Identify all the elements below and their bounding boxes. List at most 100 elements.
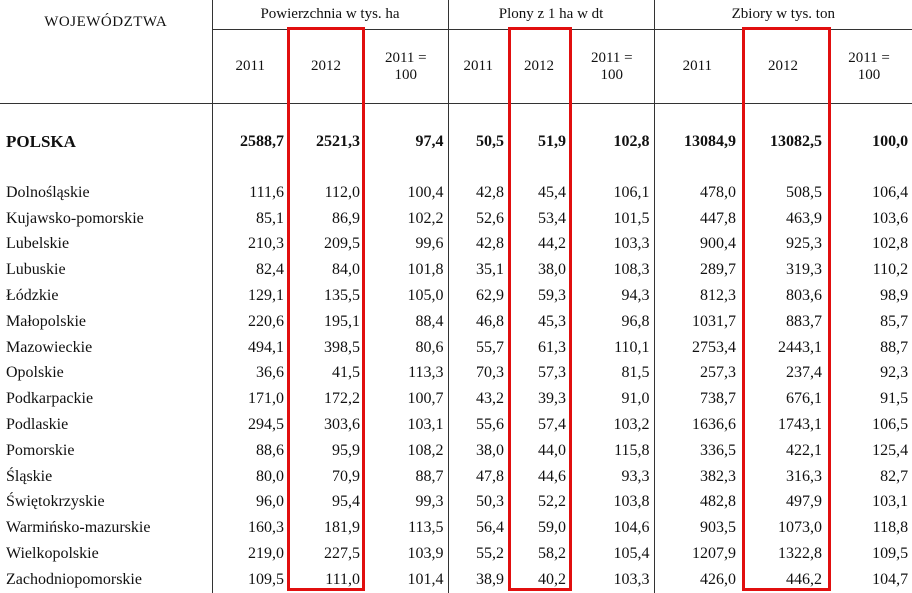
table-row: Mazowieckie 494,1 398,5 80,6 55,7 61,3 110,1 27… <box>0 334 912 361</box>
cell-harvest-2012: 1322,8 <box>778 545 823 563</box>
cell-yield-2012: 44,2 <box>538 235 567 253</box>
cell-harvest-2012: 1073,0 <box>778 519 823 537</box>
cell-area-2012: 70,9 <box>332 467 360 485</box>
cell-area-2011: 294,5 <box>211 412 288 438</box>
cell-yield-index: 94,3 <box>621 287 650 305</box>
cell-area-index: 101,8 <box>407 261 444 279</box>
cell-yield-2011: 42,8 <box>447 180 509 206</box>
cell-harvest-index: 85,7 <box>880 312 909 330</box>
cell-yield-2011: 38,9 <box>447 566 509 593</box>
table-row: Zachodniopomorskie 109,5 111,0 101,4 38,9 40,… <box>0 566 912 593</box>
cell-harvest-2011: 900,4 <box>653 231 741 258</box>
cell-area-2011: 88,6 <box>211 437 288 464</box>
cell-area-2012: 95,9 <box>332 441 360 459</box>
cell-harvest-index: 106,5 <box>872 416 909 434</box>
cell-harvest-2012: 316,3 <box>786 467 823 485</box>
cell-area-2012: 172,2 <box>324 390 360 408</box>
cell-area-2012: 181,9 <box>324 519 360 537</box>
cell-yield-index: 115,8 <box>614 441 650 459</box>
cell-area-2011: 220,6 <box>211 308 288 335</box>
cell-yield-index: 93,3 <box>621 467 650 485</box>
cell-harvest-2012: 1743,1 <box>778 416 823 434</box>
cell-yield-index: 106,1 <box>613 183 650 201</box>
cell-harvest-2011: 1031,7 <box>653 308 741 335</box>
cell-yield-2012: 57,3 <box>538 364 567 382</box>
cell-yield-index: 103,3 <box>613 235 650 253</box>
cell-harvest-2012: 446,2 <box>786 570 823 588</box>
cell-area-index: 108,2 <box>407 441 444 459</box>
cell-yield-2012: 53,4 <box>538 209 567 227</box>
cell-area-index: 113,3 <box>408 364 444 382</box>
cell-harvest-2011: 336,5 <box>653 437 741 464</box>
cell-area-2011: 160,3 <box>211 515 288 542</box>
cell-harvest-2012: 237,4 <box>786 364 823 382</box>
cell-harvest-2011: 738,7 <box>653 386 741 413</box>
table-row: Łódzkie 129,1 135,5 105,0 62,9 59,3 94,3 812,3 8… <box>0 283 912 309</box>
cell-yield-2012: 39,3 <box>538 390 567 408</box>
cell-yield-2012: 45,4 <box>538 183 567 201</box>
cell-area-2011: 111,6 <box>211 180 288 206</box>
cell-yield-2011: 43,2 <box>447 386 509 413</box>
region-name: POLSKA <box>6 132 76 151</box>
table-row: Wielkopolskie 219,0 227,5 103,9 55,2 58,2 105,… <box>0 541 912 567</box>
table-row: Opolskie 36,6 41,5 113,3 70,3 57,3 81,5 257,3 23… <box>0 360 912 387</box>
cell-yield-2011: 52,6 <box>447 205 509 232</box>
table-row: Warmińsko-mazurskie 160,3 181,9 113,5 56,4 59… <box>0 515 912 542</box>
group-header-area: Powierzchnia w tys. ha <box>211 0 449 30</box>
cell-harvest-index: 103,6 <box>872 209 909 227</box>
cell-yield-2011: 35,1 <box>447 257 509 284</box>
cell-yield-2011: 47,8 <box>447 463 509 490</box>
cell-area-2012: 398,5 <box>324 338 360 356</box>
cell-harvest-2012: 13082,5 <box>770 133 823 150</box>
table-row: Podkarpackie 171,0 172,2 100,7 43,2 39,3 91,0 7… <box>0 386 912 413</box>
index-line-2: 100 <box>600 66 624 83</box>
cell-harvest-2011: 289,7 <box>653 257 741 284</box>
cell-harvest-index: 104,7 <box>872 570 909 588</box>
cell-harvest-2011: 2753,4 <box>653 334 741 361</box>
cell-yield-index: 96,8 <box>621 312 650 330</box>
table-body: POLSKA 2588,7 2521,3 97,4 50,5 51,9 102,… <box>0 103 912 593</box>
cell-harvest-2011: 812,3 <box>653 283 741 309</box>
table-row: Małopolskie 220,6 195,1 88,4 46,8 45,3 96,8 103… <box>0 308 912 335</box>
cell-area-2011: 109,5 <box>211 566 288 593</box>
index-line-1: 2011 = <box>848 49 890 66</box>
cell-yield-2012: 45,3 <box>538 312 567 330</box>
table-header: WOJEWÓDZTWA Powierzchnia w tys. ha Plony… <box>0 0 912 104</box>
cell-harvest-2012: 676,1 <box>786 390 823 408</box>
index-line-2: 100 <box>857 66 881 83</box>
cell-harvest-index: 100,0 <box>872 133 909 150</box>
table-row: Śląskie 80,0 70,9 88,7 47,8 44,6 93,3 382,3 316,… <box>0 463 912 490</box>
cell-area-2011: 494,1 <box>211 334 288 361</box>
cell-harvest-2011: 482,8 <box>653 489 741 516</box>
cell-area-index: 100,7 <box>407 390 444 408</box>
cell-harvest-2011: 478,0 <box>653 180 741 206</box>
cell-harvest-index: 91,5 <box>880 390 909 408</box>
region-name: Lubelskie <box>6 235 70 253</box>
regions-column-header: WOJEWÓDZTWA <box>0 0 212 104</box>
cell-harvest-index: 103,1 <box>872 493 909 511</box>
cell-yield-index: 105,4 <box>613 545 650 563</box>
region-name: Małopolskie <box>6 312 86 330</box>
subheader-area-2011: 2011 <box>211 29 288 104</box>
region-name: Podkarpackie <box>6 390 94 408</box>
cell-area-2012: 86,9 <box>332 209 360 227</box>
table-row: Lubuskie 82,4 84,0 101,8 35,1 38,0 108,3 289,7 3… <box>0 257 912 284</box>
cell-area-index: 105,0 <box>407 287 444 305</box>
cell-harvest-2011: 382,3 <box>653 463 741 490</box>
cell-area-2012: 135,5 <box>324 287 360 305</box>
cell-harvest-2012: 883,7 <box>786 312 823 330</box>
region-name: Lubuskie <box>6 261 66 279</box>
subheader-harvest-index: 2011 = 100 <box>826 29 912 104</box>
cell-yield-2011: 62,9 <box>447 283 509 309</box>
cell-yield-2012: 52,2 <box>538 493 567 511</box>
region-name: Śląskie <box>6 467 53 485</box>
cell-area-2012: 195,1 <box>324 312 360 330</box>
subheader-harvest-2012: 2012 <box>740 29 827 104</box>
cell-yield-index: 110,1 <box>614 338 650 356</box>
cell-harvest-index: 82,7 <box>880 467 909 485</box>
cell-yield-index: 103,2 <box>613 416 650 434</box>
cell-yield-2011: 50,5 <box>447 103 509 180</box>
cell-area-index: 88,4 <box>415 312 444 330</box>
subheader-yield-index: 2011 = 100 <box>570 29 655 104</box>
cell-area-2012: 227,5 <box>324 545 360 563</box>
